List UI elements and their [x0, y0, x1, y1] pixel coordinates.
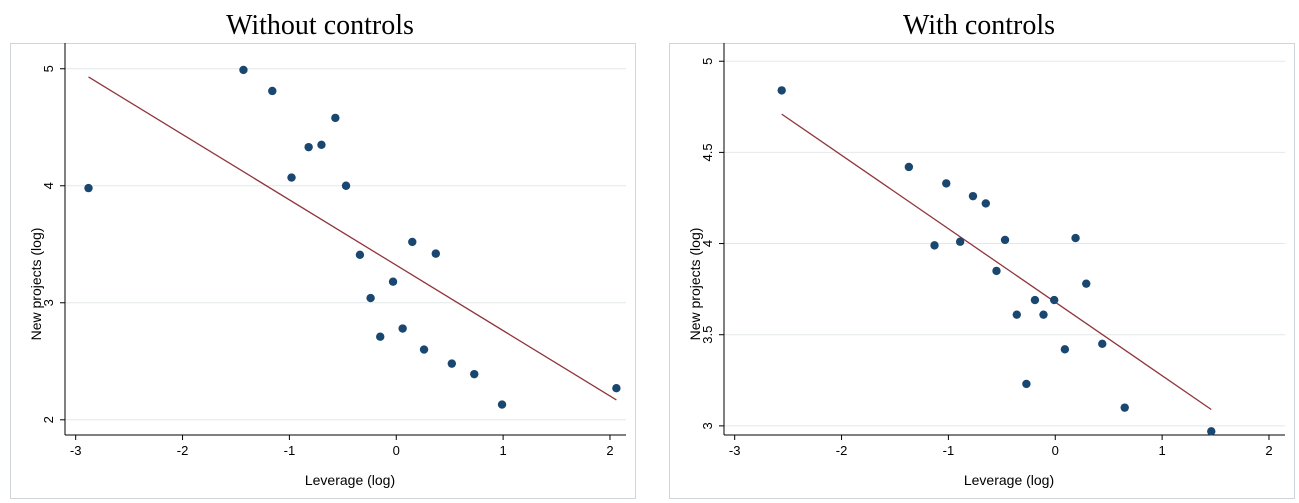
data-point — [612, 383, 621, 393]
x-axis-label: Leverage (log) — [964, 472, 1054, 488]
y-tick-label: 3 — [41, 299, 56, 306]
data-point — [470, 369, 479, 379]
data-point — [968, 191, 978, 201]
scatter-plot-with-controls: 3 3.5 4 4.5 5 -3 -2 -1 0 1 2 Leverage (log) New pr… — [687, 43, 1285, 488]
y-tick-label: 4 — [41, 182, 56, 189]
data-point — [447, 359, 457, 368]
data-point — [376, 332, 385, 341]
data-point — [355, 250, 365, 259]
x-tick-label: -1 — [284, 443, 296, 458]
data-point — [1022, 379, 1031, 389]
data-point — [1207, 427, 1216, 436]
x-tick-label: 1 — [499, 443, 506, 458]
data-point — [408, 237, 417, 247]
chart-title: Without controls — [226, 10, 414, 41]
data-point — [497, 400, 507, 409]
fit-line — [781, 113, 1212, 411]
x-tick-label: 0 — [393, 443, 400, 458]
data-point — [317, 140, 326, 150]
y-axis-label: New projects (log) — [28, 228, 44, 341]
y-tick-label: 5 — [41, 65, 56, 72]
data-point — [398, 324, 407, 333]
chart-frame — [669, 43, 1295, 499]
data-point — [268, 86, 277, 96]
data-point — [341, 181, 351, 190]
y-tick-label: 4.5 — [700, 143, 715, 161]
data-point — [777, 86, 786, 95]
x-tick-label: -1 — [943, 443, 955, 458]
x-tick-label: 2 — [606, 443, 613, 458]
scatter-plot-without-controls: 2 3 4 5 -3 -2 -1 0 1 2 Leverage (log) New project… — [28, 43, 626, 488]
y-axis-label: New projects (log) — [687, 228, 703, 341]
chart-title: With controls — [902, 10, 1056, 41]
x-tick-label: -3 — [70, 443, 82, 458]
data-point — [84, 183, 93, 193]
x-tick-label: 1 — [1158, 443, 1165, 458]
data-point — [1082, 279, 1091, 288]
data-point — [1039, 310, 1048, 319]
x-tick-label: -3 — [729, 443, 741, 458]
data-point — [1012, 310, 1021, 319]
fit-line — [88, 76, 617, 401]
data-point — [331, 113, 340, 123]
data-point — [942, 179, 951, 188]
chart-panel-with-controls: With controls 3 3.5 4 4.5 5 -3 -2 -1 0 1 2 Leverag… — [659, 0, 1299, 503]
y-tick-label: 5 — [700, 58, 715, 65]
data-point — [981, 199, 990, 208]
x-tick-label: 0 — [1052, 443, 1059, 458]
chart-panel-without-controls: Without controls 2 3 4 5 -3 -2 -1 0 1 2 Leverage … — [0, 0, 640, 503]
x-tick-label: -2 — [836, 443, 848, 458]
data-point — [1060, 345, 1070, 354]
data-point — [419, 345, 429, 354]
data-point — [1071, 233, 1080, 243]
y-tick-label: 4 — [700, 240, 715, 247]
data-point — [388, 277, 398, 286]
data-point — [992, 266, 1001, 276]
data-point — [1049, 295, 1059, 305]
data-point — [366, 293, 375, 303]
data-point — [930, 241, 939, 250]
data-point — [1030, 295, 1040, 305]
data-point — [1098, 339, 1107, 349]
y-tick-label: 2 — [41, 416, 56, 423]
data-point — [1120, 403, 1129, 412]
y-tick-label: 3 — [700, 422, 715, 429]
data-point — [904, 162, 914, 172]
x-tick-label: -2 — [177, 443, 189, 458]
x-tick-label: 2 — [1265, 443, 1272, 458]
data-point — [304, 142, 313, 152]
data-point — [239, 65, 248, 75]
data-point — [955, 237, 965, 246]
data-point — [431, 249, 440, 258]
data-point — [287, 173, 296, 182]
x-axis-label: Leverage (log) — [305, 472, 395, 488]
y-tick-label: 3.5 — [700, 326, 715, 344]
chart-frame — [10, 43, 636, 499]
data-point — [1000, 235, 1010, 245]
